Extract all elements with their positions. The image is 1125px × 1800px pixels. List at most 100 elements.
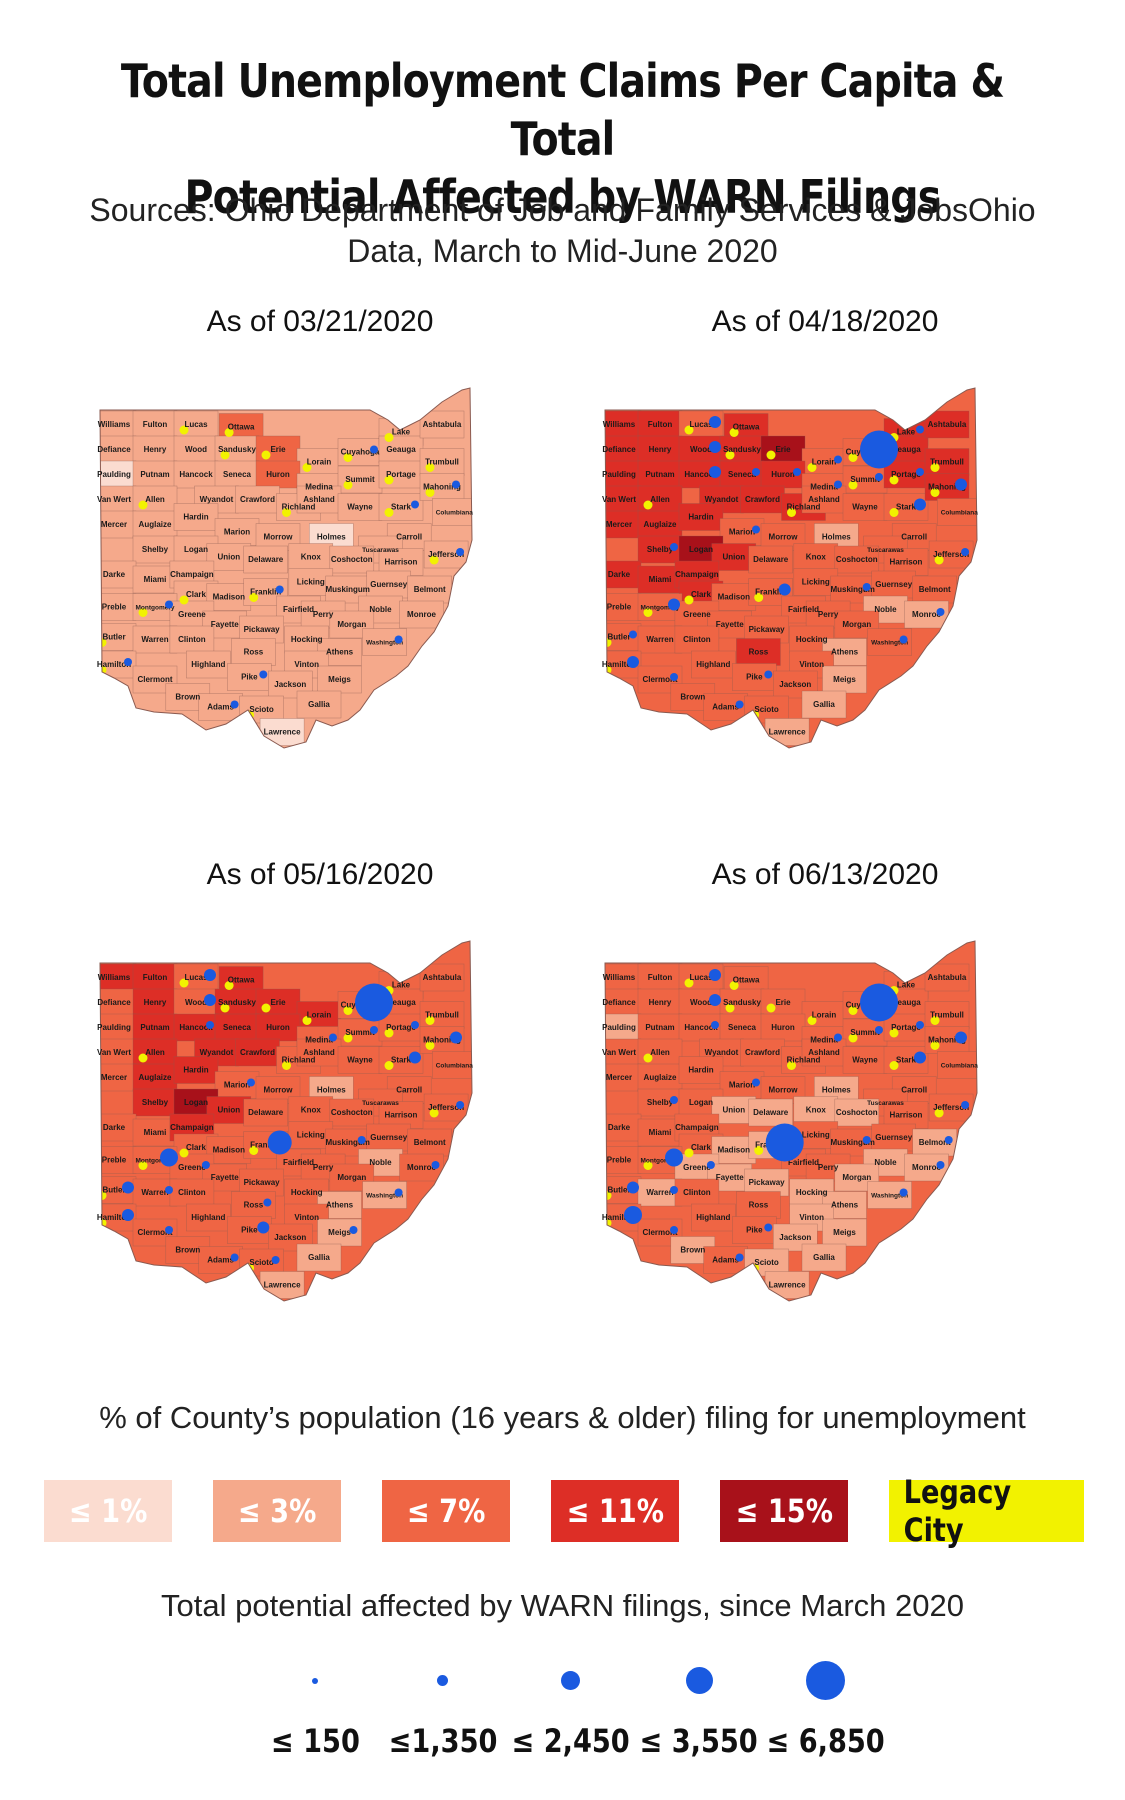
county-label: Jefferson [933, 1103, 969, 1112]
county-paulding [100, 1013, 137, 1042]
county-label: Erie [270, 998, 286, 1007]
county-delaware [243, 1098, 288, 1127]
county-label: Belmont [414, 585, 446, 594]
county-label: Fulton [143, 973, 168, 982]
county-label: Geauga [386, 445, 416, 454]
sources-subtitle: Sources: Ohio Department of Job and Fami… [40, 190, 1085, 272]
county-label: Delaware [248, 555, 284, 564]
panel-date: As of 03/21/2020 [206, 305, 434, 338]
county-label: Portage [891, 470, 921, 479]
county-label: Pickaway [244, 1178, 281, 1187]
county-label: Noble [874, 1158, 897, 1167]
legacy-city-marker [179, 595, 189, 605]
county-label: Morgan [337, 620, 366, 629]
county-label: Union [722, 553, 745, 562]
legacy-city-marker [930, 1016, 940, 1025]
county-label: Ottawa [228, 976, 255, 985]
warn-label-text: ≤ 2,450 [511, 1722, 631, 1760]
county-label: Scioto [754, 705, 779, 714]
county-label: Vinton [294, 1213, 319, 1222]
county-label: Clermont [642, 1228, 677, 1237]
county-clinton [169, 625, 215, 654]
legacy-city-marker [684, 595, 694, 605]
county-label: Champaign [170, 1123, 214, 1132]
county-label: Ross [244, 648, 264, 657]
legacy-city-marker [261, 1003, 271, 1013]
county-label: Franklin [755, 588, 786, 597]
county-guernsey [871, 570, 916, 599]
warn-bubble-adams [230, 1253, 239, 1262]
county-label: Hardin [688, 513, 713, 522]
warn-bubble-stark [411, 500, 419, 509]
warn-bubble-stark [409, 1051, 421, 1064]
legacy-city-marker [807, 463, 817, 472]
warn-bubble-1 [312, 1678, 318, 1684]
county-meigs [317, 1218, 362, 1247]
county-hardin [678, 503, 724, 531]
legacy-city-marker [302, 1016, 312, 1025]
county-crawford [235, 485, 280, 514]
county-label: Harrison [385, 1111, 418, 1120]
county-label: Ashland [303, 1048, 335, 1057]
county-label: Guernsey [875, 1133, 912, 1142]
county-label: Knox [806, 1106, 827, 1115]
legacy-city-marker [343, 480, 353, 490]
unemployment-legend: ≤ 1% ≤ 3% ≤ 7% ≤ 11% ≤ 15% Legacy City [0, 1473, 1125, 1549]
county-label: Hocking [796, 635, 828, 644]
county-label: Ashland [808, 1048, 840, 1057]
county-label: Sandusky [723, 998, 761, 1007]
county-knox [288, 543, 334, 571]
county-meigs [822, 1218, 867, 1247]
legacy-city-marker [729, 428, 739, 437]
county-label: Noble [874, 605, 897, 614]
warn-bubble-franklin [267, 1130, 292, 1155]
county-label: Tuscarawas [867, 1100, 904, 1107]
warn-bubble-washington [899, 1188, 908, 1197]
legend-swatch-le7: ≤ 7% [382, 1480, 510, 1542]
county-label: Marion [729, 528, 755, 537]
county-label: Portage [891, 1023, 921, 1032]
county-label: Defiance [602, 998, 636, 1007]
county-highland [186, 1203, 231, 1232]
warn-bubble-cuyahoga [860, 430, 898, 469]
county-label: Miami [144, 575, 167, 584]
warn-bubble-shelby [670, 543, 678, 551]
county-defiance [100, 988, 137, 1017]
county-label: Trumbull [930, 458, 964, 467]
warn-label-2: ≤1,350 [373, 1722, 513, 1760]
warn-bubble-hancock [711, 1021, 719, 1029]
legacy-city-marker [643, 608, 653, 617]
warn-label-text: ≤1,350 [388, 1722, 498, 1760]
warn-bubble-lucas [709, 416, 721, 428]
county-ashtabula [419, 963, 465, 992]
county-label: Wyandot [705, 1048, 739, 1057]
county-label: Richland [282, 1056, 316, 1065]
county-label: Delaware [753, 1108, 789, 1117]
map-panel-0321: As of 03/21/2020 Williams Fulton Lucas Otta… [70, 305, 570, 825]
county-label: Huron [266, 1023, 290, 1032]
county-label: Hamilton [602, 660, 636, 669]
county-columbiana [937, 1051, 977, 1079]
county-label: Putnam [645, 470, 674, 479]
county-label: Hardin [183, 513, 208, 522]
legacy-city-marker [848, 480, 858, 490]
county-guernsey [871, 1123, 916, 1152]
county-label: Shelby [647, 545, 674, 554]
county-ashtabula [924, 963, 970, 992]
county-label: Clinton [683, 635, 711, 644]
county-label: Hamilton [97, 660, 131, 669]
map-panel-0516: As of 05/16/2020 Williams Fulton Lucas Otta… [70, 858, 570, 1378]
county-label: Lake [392, 428, 411, 437]
county-label: Morrow [264, 1086, 294, 1095]
county-label: Champaign [675, 1123, 719, 1132]
county-label: Mercer [101, 520, 127, 529]
county-label: Muskingum [830, 585, 874, 594]
county-label: Ashtabula [928, 420, 967, 429]
county-defiance [605, 435, 642, 464]
county-label: Brown [680, 1246, 705, 1255]
state-outline [99, 940, 473, 1302]
county-label: Delaware [248, 1108, 284, 1117]
warn-label-1: ≤ 150 [245, 1722, 385, 1760]
county-label: Paulding [602, 470, 636, 479]
legacy-city-marker [934, 555, 944, 565]
